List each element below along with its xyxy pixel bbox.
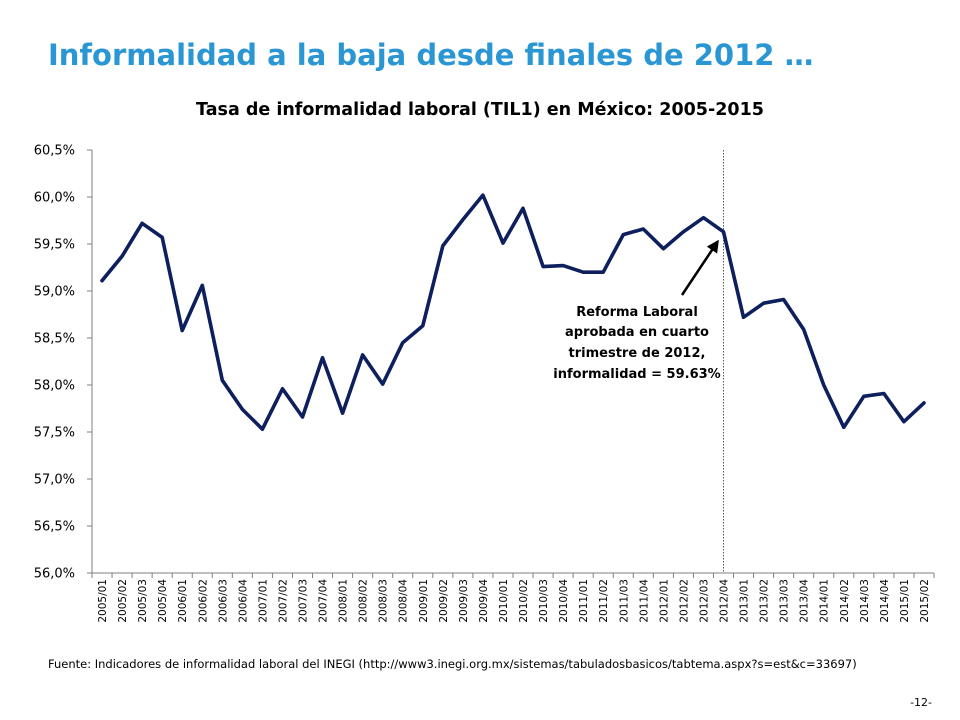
x-tick-label: 2011/03 bbox=[618, 579, 630, 623]
x-tick-label: 2005/04 bbox=[157, 579, 169, 623]
slide-title: Informalidad a la baja desde finales de … bbox=[48, 38, 814, 72]
x-tick-label: 2015/02 bbox=[919, 579, 931, 623]
x-tick-label: 2011/02 bbox=[598, 579, 610, 623]
y-tick-label: 59,5% bbox=[34, 238, 75, 253]
y-tick-label: 58,0% bbox=[34, 379, 75, 394]
x-tick-label: 2005/01 bbox=[97, 579, 109, 623]
page-number: -12- bbox=[910, 696, 932, 709]
x-tick-label: 2011/01 bbox=[578, 579, 590, 623]
x-tick-label: 2009/02 bbox=[438, 579, 450, 623]
annotation-text-line: trimestre de 2012, bbox=[569, 346, 706, 361]
x-tick-label: 2012/03 bbox=[698, 579, 710, 623]
x-tick-label: 2008/04 bbox=[398, 579, 410, 623]
x-tick-label: 2008/02 bbox=[358, 579, 370, 623]
y-tick-label: 57,0% bbox=[34, 473, 75, 488]
chart-title: Tasa de informalidad laboral (TIL1) en M… bbox=[196, 100, 764, 120]
y-tick-label: 57,5% bbox=[34, 426, 75, 441]
x-tick-label: 2013/04 bbox=[799, 579, 811, 623]
source-note: Fuente: Indicadores de informalidad labo… bbox=[48, 657, 857, 671]
y-tick-label: 56,5% bbox=[34, 520, 75, 535]
x-tick-label: 2010/03 bbox=[538, 579, 550, 623]
x-tick-label: 2010/04 bbox=[558, 579, 570, 623]
x-tick-label: 2009/01 bbox=[418, 579, 430, 623]
x-tick-label: 2006/02 bbox=[197, 579, 209, 623]
x-tick-label: 2007/03 bbox=[298, 579, 310, 623]
y-tick-label: 60,0% bbox=[34, 191, 75, 206]
x-tick-label: 2015/01 bbox=[899, 579, 911, 623]
x-tick-label: 2007/04 bbox=[318, 579, 330, 623]
x-tick-label: 2014/01 bbox=[819, 579, 831, 623]
x-tick-label: 2011/04 bbox=[638, 579, 650, 623]
x-tick-label: 2007/01 bbox=[257, 579, 269, 623]
series-group bbox=[100, 193, 926, 432]
x-tick-label: 2010/01 bbox=[498, 579, 510, 623]
y-tick-label: 58,5% bbox=[34, 332, 75, 347]
x-tick-label: 2007/02 bbox=[277, 579, 289, 623]
x-tick-label: 2014/02 bbox=[839, 579, 851, 623]
x-tick-label: 2013/03 bbox=[779, 579, 791, 623]
annotation-arrow bbox=[680, 239, 719, 296]
series-line-informalidad bbox=[100, 193, 926, 432]
x-tick-label: 2006/03 bbox=[217, 579, 229, 623]
annotation-text-line: aprobada en cuarto bbox=[565, 325, 709, 340]
x-tick-label: 2014/03 bbox=[859, 579, 871, 623]
annotation-text-line: informalidad = 59.63% bbox=[553, 367, 720, 382]
x-tick-label: 2012/02 bbox=[678, 579, 690, 623]
x-tick-label: 2005/03 bbox=[137, 579, 149, 623]
x-tick-label: 2014/04 bbox=[879, 579, 891, 623]
x-tick-label: 2013/01 bbox=[739, 579, 751, 623]
x-tick-label: 2006/01 bbox=[177, 579, 189, 623]
y-tick-label: 56,0% bbox=[34, 567, 75, 582]
x-axis-ticks: 2005/01 2005/02 2005/03 2005/04 2006/01 2006/… bbox=[91, 573, 935, 623]
x-tick-label: 2012/01 bbox=[658, 579, 670, 623]
x-tick-label: 2009/04 bbox=[478, 579, 490, 623]
y-tick-label: 60,5% bbox=[34, 144, 75, 159]
x-tick-label: 2012/04 bbox=[719, 579, 731, 623]
x-tick-label: 2006/04 bbox=[237, 579, 249, 623]
annotation-text-line: Reforma Laboral bbox=[576, 305, 698, 320]
x-tick-label: 2005/02 bbox=[117, 579, 129, 623]
y-tick-label: 59,0% bbox=[34, 285, 75, 300]
y-axis-ticks: 56,0% 56,5% 57,0% 57,5% 58,0% 58,5% 59,0% 59,5%… bbox=[34, 144, 92, 582]
x-tick-label: 2009/03 bbox=[458, 579, 470, 623]
x-tick-label: 2013/02 bbox=[759, 579, 771, 623]
x-tick-label: 2008/03 bbox=[378, 579, 390, 623]
annotation-group: Reforma Laboral aprobada en cuarto trimest… bbox=[553, 239, 721, 382]
x-tick-label: 2008/01 bbox=[338, 579, 350, 623]
x-tick-label: 2010/02 bbox=[518, 579, 530, 623]
